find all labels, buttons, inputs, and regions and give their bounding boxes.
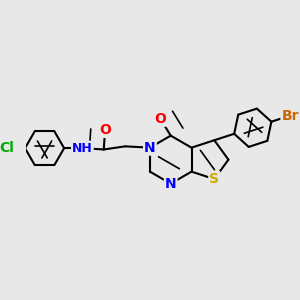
Text: N: N: [144, 141, 156, 155]
Text: Br: Br: [281, 109, 299, 123]
Text: O: O: [99, 123, 111, 137]
Text: S: S: [209, 172, 219, 186]
Text: NH: NH: [72, 142, 93, 155]
Text: Cl: Cl: [0, 141, 14, 155]
Text: N: N: [165, 177, 176, 190]
Text: O: O: [154, 112, 166, 126]
